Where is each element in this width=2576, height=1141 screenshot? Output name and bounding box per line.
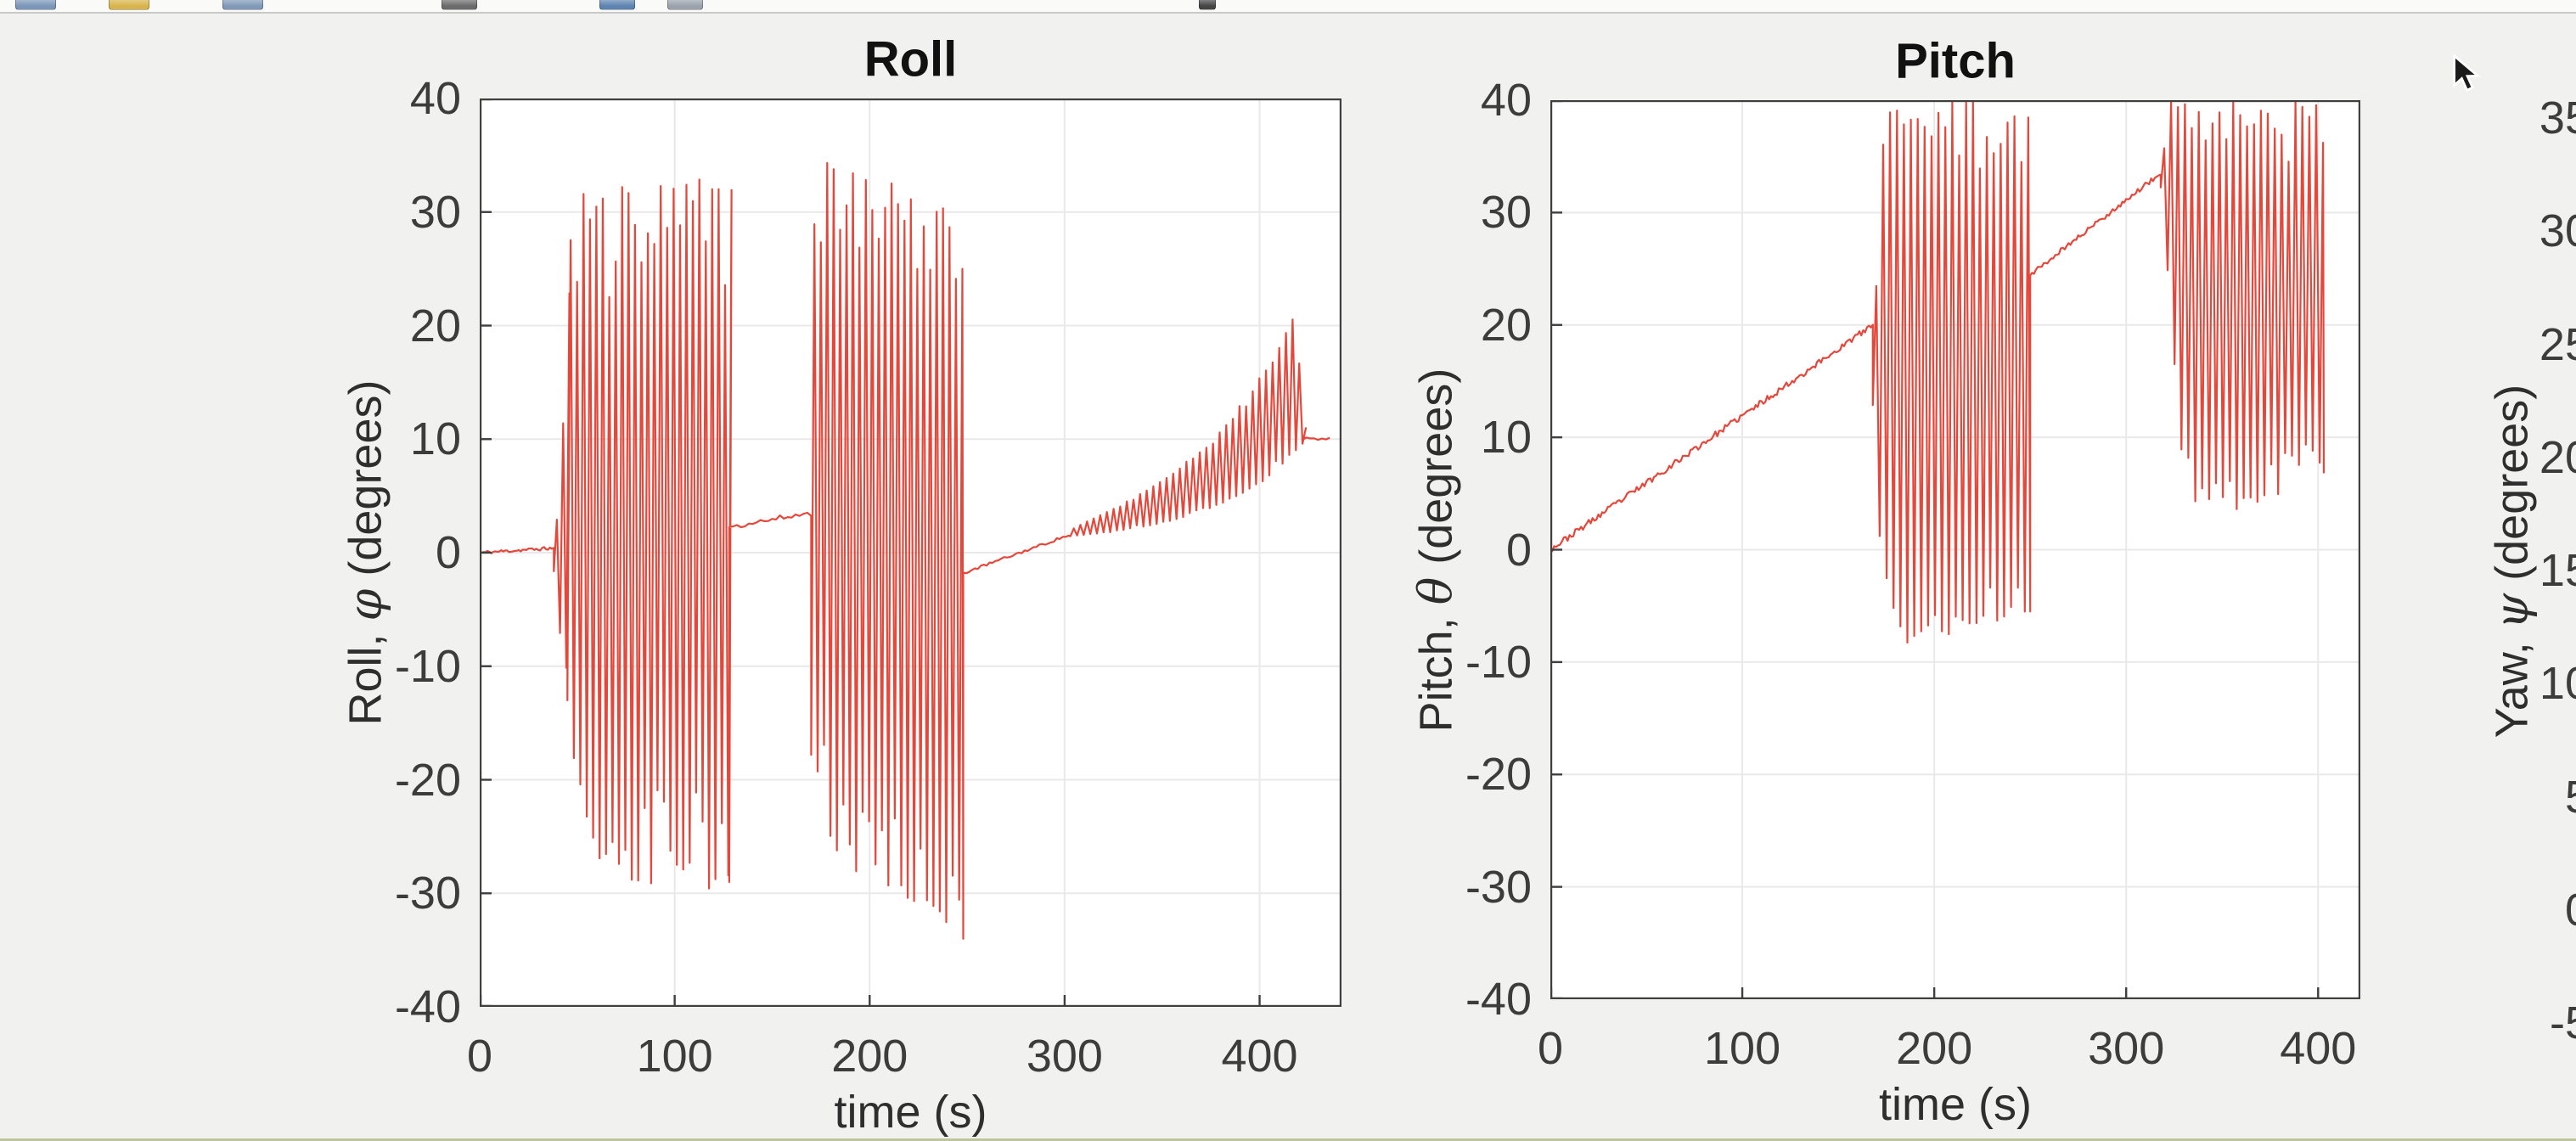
yaw-ytick--5: -5 (2549, 998, 2576, 1048)
toolbar-icon-4[interactable] (442, 0, 477, 10)
toolbar-icon-1[interactable] (15, 0, 56, 10)
yaw-ytick-15: 15 (2539, 545, 2576, 596)
roll-xtick-300: 300 (1026, 1031, 1103, 1082)
pitch-xtick-300: 300 (2088, 1023, 2165, 1074)
roll-ytick-0: 0 (435, 527, 461, 578)
pitch-y-axis-label: Pitch, θ (degrees) (1409, 368, 1463, 732)
pitch-data-line (1550, 100, 2326, 644)
toolbar-icon-3[interactable] (222, 0, 263, 10)
roll-ytick-40: 40 (409, 73, 461, 124)
roll-ytick--40: -40 (394, 981, 461, 1032)
toolbar-icon-2[interactable] (109, 0, 149, 10)
roll-ylabel-unit: (degrees) (340, 379, 391, 589)
roll-ylabel-text: Roll, (340, 621, 391, 726)
roll-data-line (480, 161, 1330, 940)
pitch-ylabel-text: Pitch, (1410, 604, 1462, 732)
pitch-xtick-100: 100 (1704, 1023, 1781, 1074)
roll-xtick-0: 0 (466, 1031, 493, 1082)
yaw-ytick-0: 0 (2565, 884, 2576, 936)
phi-symbol: φ (338, 588, 392, 621)
pitch-xtick-0: 0 (1537, 1023, 1564, 1074)
roll-ytick--30: -30 (394, 868, 461, 919)
pitch-xtick-400: 400 (2280, 1023, 2357, 1074)
roll-plot-area[interactable] (480, 98, 1341, 1007)
mouse-cursor-icon (2453, 54, 2481, 92)
yaw-ylabel-unit: (degrees) (2486, 384, 2538, 593)
pitch-ytick--40: -40 (1465, 974, 1532, 1025)
yaw-ytick-20: 20 (2539, 431, 2576, 483)
roll-ytick--20: -20 (394, 754, 461, 806)
yaw-ytick-25: 25 (2539, 318, 2576, 370)
figure-canvas: Roll Roll, φ (degrees) time (s) Pitch Pi… (0, 14, 2576, 1141)
pitch-ytick-0: 0 (1505, 524, 1532, 576)
pitch-x-axis-label: time (s) (1879, 1079, 2032, 1130)
pitch-ytick--30: -30 (1465, 861, 1532, 913)
yaw-y-axis-label: Yaw, ψ (degrees) (2485, 385, 2539, 739)
yaw-ytick-10: 10 (2539, 658, 2576, 710)
pitch-ytick-10: 10 (1480, 412, 1532, 464)
toolbar-icon-7[interactable] (1199, 0, 1216, 10)
roll-x-axis-label: time (s) (834, 1087, 987, 1138)
pitch-plot-title: Pitch (1895, 33, 2016, 89)
yaw-ylabel-text: Yaw, (2486, 629, 2538, 739)
yaw-ytick-5: 5 (2565, 771, 2576, 823)
bottom-edge-strip (0, 1138, 2576, 1141)
yaw-ytick-35: 35 (2539, 93, 2576, 143)
roll-xtick-100: 100 (636, 1031, 713, 1082)
roll-ytick-30: 30 (409, 186, 461, 238)
pitch-ytick--10: -10 (1465, 636, 1532, 688)
roll-ytick--10: -10 (394, 640, 461, 692)
toolbar-icon-5[interactable] (599, 0, 635, 10)
roll-ytick-20: 20 (409, 300, 461, 351)
toolbar-icon-6[interactable] (667, 0, 703, 10)
pitch-ytick-30: 30 (1480, 187, 1532, 239)
pitch-ytick-20: 20 (1480, 299, 1532, 351)
psi-symbol: ψ (2484, 593, 2539, 630)
roll-xtick-200: 200 (831, 1031, 908, 1082)
pitch-xtick-200: 200 (1896, 1023, 1973, 1074)
theta-symbol: θ (1409, 576, 1463, 604)
pitch-ytick--20: -20 (1465, 749, 1532, 801)
roll-y-axis-label: Roll, φ (degrees) (339, 380, 392, 726)
figure-toolbar (0, 0, 2576, 14)
roll-xtick-400: 400 (1221, 1031, 1298, 1082)
pitch-ytick-40: 40 (1480, 75, 1532, 126)
yaw-ytick-30: 30 (2539, 205, 2576, 257)
roll-ytick-10: 10 (409, 413, 461, 465)
roll-plot-title: Roll (863, 31, 958, 87)
pitch-ylabel-unit: (degrees) (1410, 368, 1462, 577)
pitch-plot-area[interactable] (1550, 100, 2360, 999)
